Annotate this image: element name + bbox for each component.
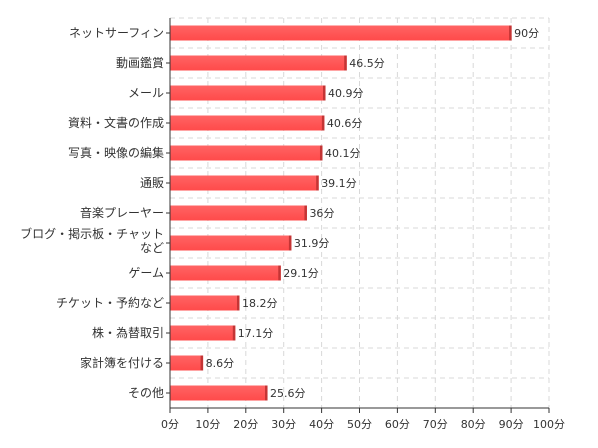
- data-label: 40.6分: [327, 117, 363, 130]
- category-label-line: 動画鑑賞: [116, 55, 164, 70]
- data-label-unit: 分: [308, 267, 319, 280]
- x-tick-label: 20分: [233, 418, 258, 431]
- data-label-unit: 分: [323, 207, 334, 220]
- bar-end-shade: [236, 295, 240, 311]
- bar-end-shade: [344, 55, 347, 71]
- x-tick-label: 0分: [161, 418, 179, 431]
- bar: [170, 235, 292, 251]
- data-label: 39.1分: [321, 177, 357, 190]
- x-tick-label: 10分: [195, 418, 220, 431]
- category-label-line: 音楽プレーヤー: [80, 205, 164, 220]
- data-label: 31.9分: [294, 237, 330, 250]
- bar-end-shade: [288, 235, 292, 251]
- category-label-line: 株・為替取引: [92, 325, 164, 340]
- bar: [170, 55, 347, 71]
- category-label: 資料・文書の作成: [68, 115, 164, 130]
- category-label: 写真・映像の編集: [68, 145, 164, 160]
- x-tick-label: 60分: [385, 418, 410, 431]
- bar: [170, 175, 319, 191]
- x-tick-label: 90分: [499, 418, 524, 431]
- x-tick-label: 30分: [271, 418, 296, 431]
- data-label: 46.5分: [349, 57, 385, 70]
- bar: [170, 355, 204, 371]
- bar-end-shade: [316, 175, 319, 191]
- category-label: 動画鑑賞: [116, 55, 164, 70]
- category-label-line: 資料・文書の作成: [68, 115, 164, 130]
- bars: [170, 25, 512, 401]
- category-label: 株・為替取引: [92, 325, 164, 340]
- bar-end-shade: [319, 145, 323, 161]
- category-label: 通販: [140, 176, 164, 190]
- data-label: 36分: [309, 207, 334, 220]
- x-tick-label: 50分: [347, 418, 372, 431]
- bar-end-shade: [321, 115, 325, 131]
- category-label: メール: [128, 86, 164, 100]
- category-label-line: チケット・予約など: [56, 295, 164, 310]
- data-label: 18.2分: [242, 297, 278, 310]
- data-label: 17.1分: [238, 327, 274, 340]
- data-label: 90分: [514, 27, 539, 40]
- category-label: 音楽プレーヤー: [80, 205, 164, 220]
- data-label-unit: 分: [351, 117, 362, 130]
- bar-end-shade: [265, 385, 268, 401]
- bar: [170, 145, 323, 161]
- bar-end-shade: [200, 355, 204, 371]
- bar: [170, 325, 236, 341]
- category-label-line: ブログ・掲示板・チャット: [20, 226, 164, 241]
- category-label-line: など: [140, 241, 164, 255]
- bar: [170, 295, 240, 311]
- category-label-line: メール: [128, 86, 164, 100]
- bar: [170, 385, 268, 401]
- bar: [170, 205, 307, 221]
- category-label-line: 家計簿を付ける: [80, 355, 164, 370]
- data-label-unit: 分: [346, 177, 357, 190]
- category-label: チケット・予約など: [56, 295, 164, 310]
- data-label-unit: 分: [374, 57, 385, 70]
- bar-end-shade: [278, 265, 281, 281]
- bar: [170, 85, 326, 101]
- labels: 90分 ネットサーフィン 46.5分 動画鑑賞 40.9分 メール 40.6分 資料・文書の作…: [20, 26, 565, 431]
- category-label: ゲーム: [128, 266, 164, 280]
- data-label-unit: 分: [353, 87, 364, 100]
- bar: [170, 115, 325, 131]
- category-label-line: 通販: [140, 176, 164, 190]
- category-label-line: ネットサーフィン: [69, 26, 164, 40]
- data-label-unit: 分: [318, 237, 329, 250]
- data-label-unit: 分: [528, 27, 539, 40]
- category-label: ネットサーフィン: [69, 26, 164, 40]
- data-label-unit: 分: [349, 147, 360, 160]
- bar: [170, 25, 512, 41]
- category-label-line: 写真・映像の編集: [68, 145, 164, 160]
- x-tick-label: 40分: [309, 418, 334, 431]
- bar-end-shade: [323, 85, 326, 101]
- x-tick-label: 80分: [461, 418, 486, 431]
- category-label: その他: [128, 386, 164, 400]
- data-label-unit: 分: [266, 297, 277, 310]
- axes: [166, 18, 550, 413]
- category-label: ブログ・掲示板・チャットなど: [20, 226, 164, 255]
- bar: [170, 265, 281, 281]
- category-label-line: ゲーム: [128, 266, 164, 280]
- data-label: 40.1分: [325, 147, 361, 160]
- data-label: 8.6分: [206, 357, 235, 370]
- data-label-unit: 分: [223, 357, 234, 370]
- grid-lines: [170, 17, 550, 408]
- x-tick-label: 70分: [423, 418, 448, 431]
- category-label-line: その他: [128, 386, 164, 400]
- data-label: 29.1分: [283, 267, 319, 280]
- bar-end-shade: [509, 25, 512, 41]
- data-label: 40.9分: [328, 87, 364, 100]
- data-label-unit: 分: [295, 387, 306, 400]
- x-tick-label: 100分: [533, 418, 565, 431]
- data-label-unit: 分: [262, 327, 273, 340]
- bar-end-shade: [232, 325, 236, 341]
- bar-end-shade: [304, 205, 307, 221]
- category-label: 家計簿を付ける: [80, 355, 164, 370]
- data-label: 25.6分: [270, 387, 306, 400]
